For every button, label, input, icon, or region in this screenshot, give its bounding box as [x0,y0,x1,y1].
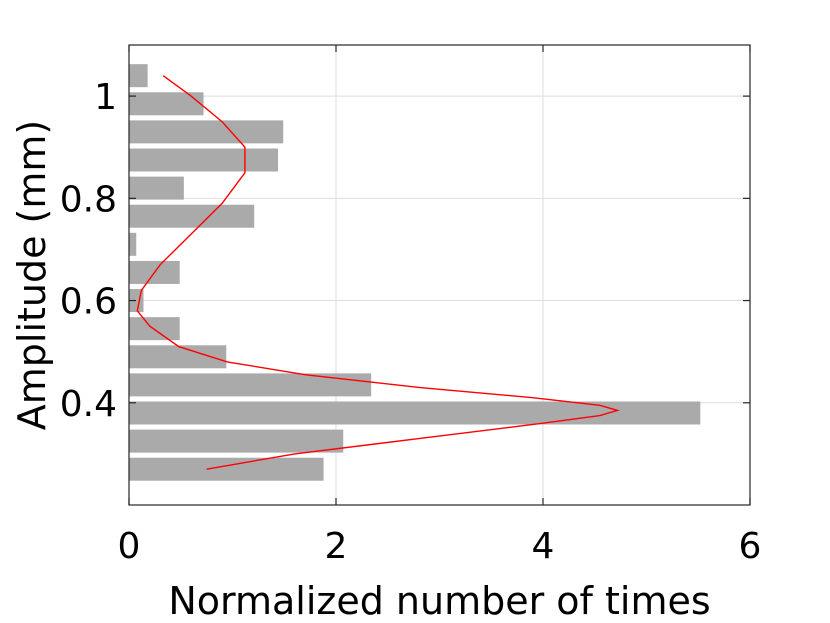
y-axis-label: Amplitude (mm) [10,120,54,431]
histogram-bar [129,64,148,88]
y-tick-label: 1 [94,77,117,118]
axis-ticks [128,45,751,505]
x-tick-label: 2 [325,526,348,567]
histogram-bar [129,401,701,425]
y-tick-label: 0.4 [60,384,117,425]
x-tick-label: 6 [739,526,762,567]
fit-curve [136,75,620,470]
histogram-bar [129,373,372,397]
histogram-bar [129,204,255,228]
histogram-bar [129,345,227,369]
histogram-bar [129,92,204,116]
x-tick-label: 0 [118,526,141,567]
histogram-bar [129,429,344,453]
y-tick-labels: 0.4 0.6 0.8 1 [60,77,117,425]
x-tick-labels: 0 2 4 6 [118,526,762,567]
x-axis-label: Normalized number of times [168,579,710,623]
histogram-bar [129,148,279,172]
y-tick-label: 0.8 [60,179,117,220]
x-tick-label: 4 [532,526,555,567]
plot-frame [128,44,751,506]
histogram-bar [129,120,284,144]
histogram-bar [129,232,137,256]
y-tick-label: 0.6 [60,282,117,323]
histogram-bar [129,457,324,481]
histogram-bar [129,176,184,200]
